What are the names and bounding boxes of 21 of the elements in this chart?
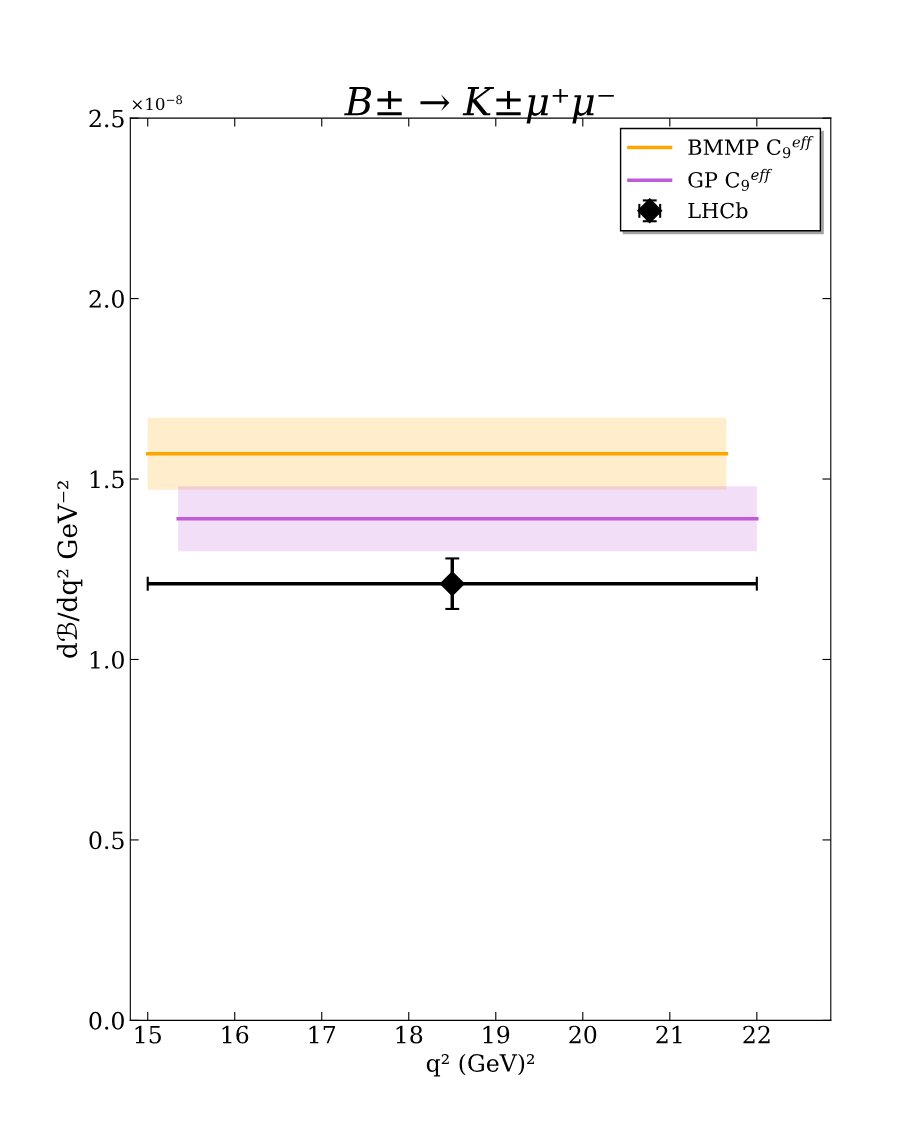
legend-label: BMMP C$_{9}$$^{eff}$ xyxy=(688,136,814,159)
y-tick-label: 1.5 xyxy=(90,470,124,489)
text: ×10$^{−8}$ xyxy=(132,95,183,111)
legend-label: LHCb xyxy=(688,202,748,219)
y-tick-label: 0.5 xyxy=(89,831,124,850)
y-tick-label: 0.0 xyxy=(89,1011,124,1030)
x-tick-label: 21 xyxy=(656,1025,682,1044)
x-tick-label: 22 xyxy=(743,1025,770,1044)
y-axis-title: dℬ/dq² GeV⁻² xyxy=(56,481,83,658)
x-tick-label: 17 xyxy=(309,1025,336,1044)
y-tick-label: 2.5 xyxy=(89,109,124,128)
x-tick-label: 15 xyxy=(135,1025,161,1044)
x-tick-label: 18 xyxy=(396,1025,423,1044)
legend-label: GP C$_{9}$$^{eff}$ xyxy=(688,168,773,191)
x-tick-label: 19 xyxy=(483,1025,510,1044)
x-axis-title: q² (GeV)² xyxy=(426,1053,534,1077)
y-tick-label: 1.0 xyxy=(90,650,124,669)
x-tick-label: 20 xyxy=(569,1025,597,1044)
chart-title: B± → K±μ⁺μ⁻ xyxy=(344,86,614,124)
y-tick-label: 2.0 xyxy=(89,290,124,308)
x-tick-label: 16 xyxy=(222,1025,249,1044)
